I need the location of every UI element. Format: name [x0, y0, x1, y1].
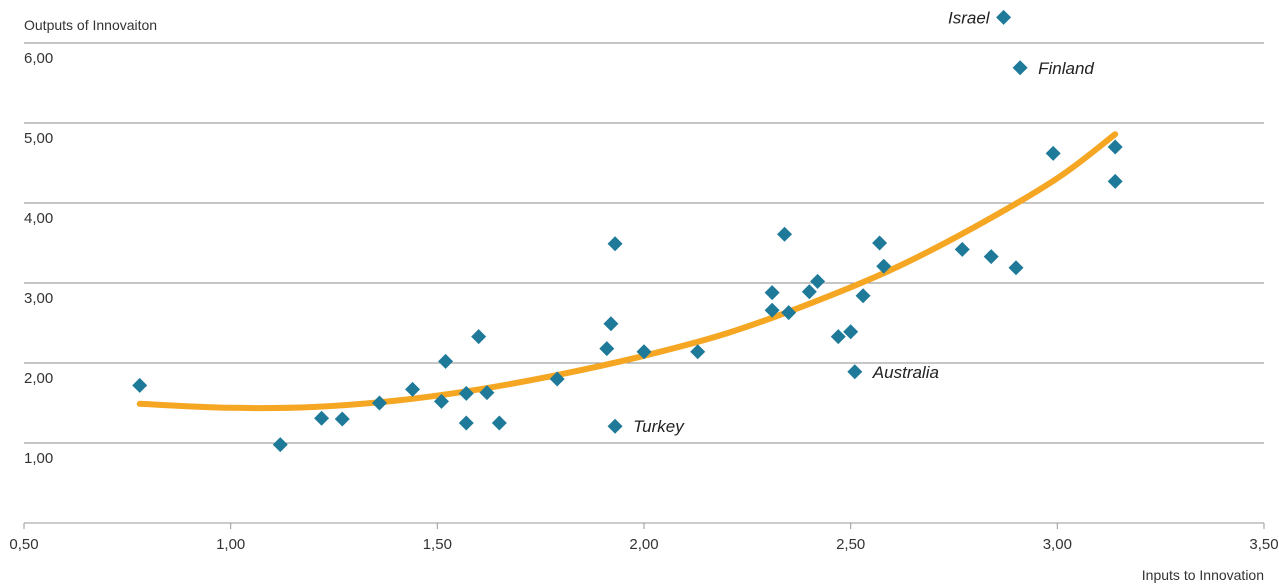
- x-tick-label: 1,50: [423, 536, 452, 553]
- y-tick-label: 5,00: [24, 130, 53, 147]
- data-point: [272, 437, 288, 453]
- gridlines: [24, 42, 1264, 444]
- data-point: [1107, 139, 1123, 155]
- data-point: [855, 288, 871, 304]
- data-point: [405, 381, 421, 397]
- data-point: [996, 9, 1012, 25]
- y-axis-title: Outputs of Innovaiton: [24, 17, 157, 33]
- data-point: [1012, 60, 1028, 76]
- y-tick-label: 2,00: [24, 370, 53, 387]
- data-point: [458, 385, 474, 401]
- data-point: [872, 235, 888, 251]
- point-annotation-australia: Australia: [872, 363, 939, 382]
- data-point: [603, 316, 619, 332]
- x-tick-label: 2,00: [629, 536, 658, 553]
- point-annotation-israel: Israel: [948, 8, 991, 27]
- data-point: [471, 329, 487, 345]
- data-point: [1045, 145, 1061, 161]
- y-tick-label: 1,00: [24, 450, 53, 467]
- data-point: [314, 410, 330, 426]
- data-point: [777, 226, 793, 242]
- data-point: [438, 353, 454, 369]
- data-point: [690, 344, 706, 360]
- x-tick-label: 3,00: [1043, 536, 1072, 553]
- x-axis-title: Inputs to Innovation: [1142, 567, 1264, 583]
- point-annotations: Israel Finland Australia Turkey: [633, 8, 1094, 436]
- data-point: [876, 258, 892, 274]
- data-point: [830, 329, 846, 345]
- data-point: [801, 284, 817, 300]
- y-tick-label: 3,00: [24, 290, 53, 307]
- data-point: [549, 371, 565, 387]
- data-point: [334, 411, 350, 427]
- y-axis-ticks: 1,00 2,00 3,00 4,00 5,00 6,00: [24, 50, 53, 467]
- trend-line: [136, 131, 1119, 412]
- data-point: [1107, 173, 1123, 189]
- data-point: [764, 302, 780, 318]
- data-point: [781, 305, 797, 321]
- data-point: [983, 249, 999, 265]
- data-point: [764, 285, 780, 301]
- x-tick-label: 1,00: [216, 536, 245, 553]
- y-tick-label: 6,00: [24, 50, 53, 67]
- data-point: [479, 385, 495, 401]
- data-point: [843, 324, 859, 340]
- data-point: [847, 364, 863, 380]
- data-point: [491, 415, 507, 431]
- data-point: [1008, 260, 1024, 276]
- data-point: [371, 395, 387, 411]
- data-point: [810, 273, 826, 289]
- data-point: [599, 341, 615, 357]
- point-annotation-turkey: Turkey: [633, 417, 685, 436]
- x-tick-label: 2,50: [836, 536, 865, 553]
- data-point: [954, 241, 970, 257]
- data-point: [607, 236, 623, 252]
- data-point: [458, 415, 474, 431]
- data-point: [607, 418, 623, 434]
- x-axis-ticks: 0,50 1,00 1,50 2,00 2,50 3,00 3,50: [9, 523, 1279, 553]
- data-point: [636, 344, 652, 360]
- x-tick-label: 0,50: [9, 536, 38, 553]
- x-tick-label: 3,50: [1249, 536, 1278, 553]
- data-point: [132, 377, 148, 393]
- point-annotation-finland: Finland: [1038, 59, 1094, 78]
- data-points: [132, 9, 1123, 453]
- y-tick-label: 4,00: [24, 210, 53, 227]
- data-point: [433, 393, 449, 409]
